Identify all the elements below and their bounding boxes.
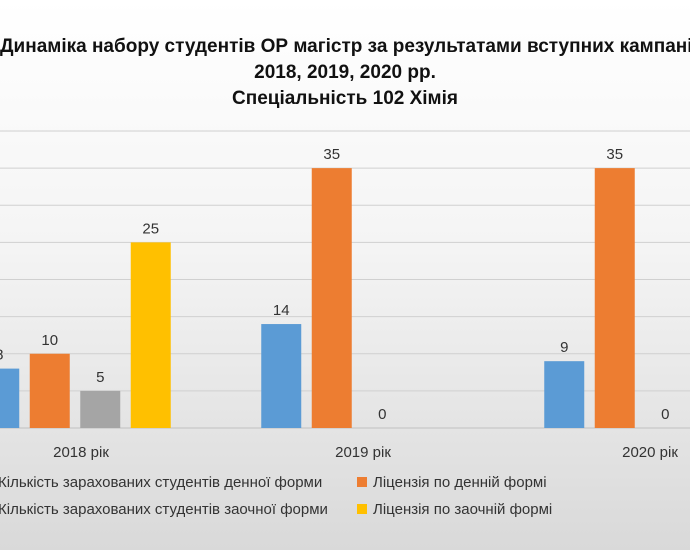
- data-label: 9: [560, 339, 568, 356]
- x-tick-label: 2019 рік: [335, 444, 391, 461]
- title-line-1: Динаміка набору студентів ОР магістр за …: [0, 36, 690, 57]
- data-label: 5: [96, 369, 104, 386]
- legend-item-parttime-license: Ліцензія по заочній формі: [357, 501, 552, 518]
- bar: [29, 353, 70, 428]
- legend: Кількість зарахованих студентів денної ф…: [0, 470, 690, 530]
- title-line-2: 2018, 2019, 2020 рр.: [254, 62, 436, 83]
- data-label: 10: [41, 332, 58, 349]
- title-line-3: Спеціальність 102 Хімія: [232, 88, 458, 109]
- bars: [0, 168, 635, 428]
- x-tick-labels: 2018 рік 2019 рік 2020 рік: [53, 444, 678, 461]
- data-label: 8: [0, 347, 3, 364]
- data-labels: 8 10 5 25 14 35 0 9 35 0: [0, 146, 669, 423]
- data-label: 0: [378, 406, 386, 423]
- legend-label: Ліцензія по денній формі: [373, 474, 547, 491]
- legend-swatch: [357, 504, 367, 514]
- chart-title: Динаміка набору студентів ОР магістр за …: [0, 34, 690, 112]
- bar: [0, 368, 20, 428]
- bar: [130, 242, 171, 428]
- data-label: 25: [142, 220, 159, 237]
- legend-item-day-license: Ліцензія по денній формі: [357, 474, 547, 491]
- legend-item-parttime-enrolled: Кількість зарахованих студентів заочної …: [0, 501, 328, 518]
- bar: [311, 168, 352, 428]
- bar-chart: 8 10 5 25 14 35 0 9 35 0 2018 рік 2019 рік 2020 рік: [0, 130, 690, 461]
- bar: [80, 390, 121, 428]
- bar: [544, 361, 585, 428]
- data-label: 0: [661, 406, 669, 423]
- legend-label: Кількість зарахованих студентів денної ф…: [0, 474, 323, 491]
- legend-item-day-enrolled: Кількість зарахованих студентів денної ф…: [0, 474, 322, 491]
- data-label: 35: [606, 146, 623, 163]
- legend-label: Кількість зарахованих студентів заочної …: [0, 501, 328, 518]
- data-label: 35: [323, 146, 340, 163]
- bar: [594, 168, 635, 428]
- bar: [261, 324, 302, 428]
- data-label: 14: [273, 302, 290, 319]
- x-tick-label: 2018 рік: [53, 444, 109, 461]
- legend-label: Ліцензія по заочній формі: [373, 501, 553, 518]
- legend-swatch: [357, 477, 367, 487]
- x-tick-label: 2020 рік: [622, 444, 678, 461]
